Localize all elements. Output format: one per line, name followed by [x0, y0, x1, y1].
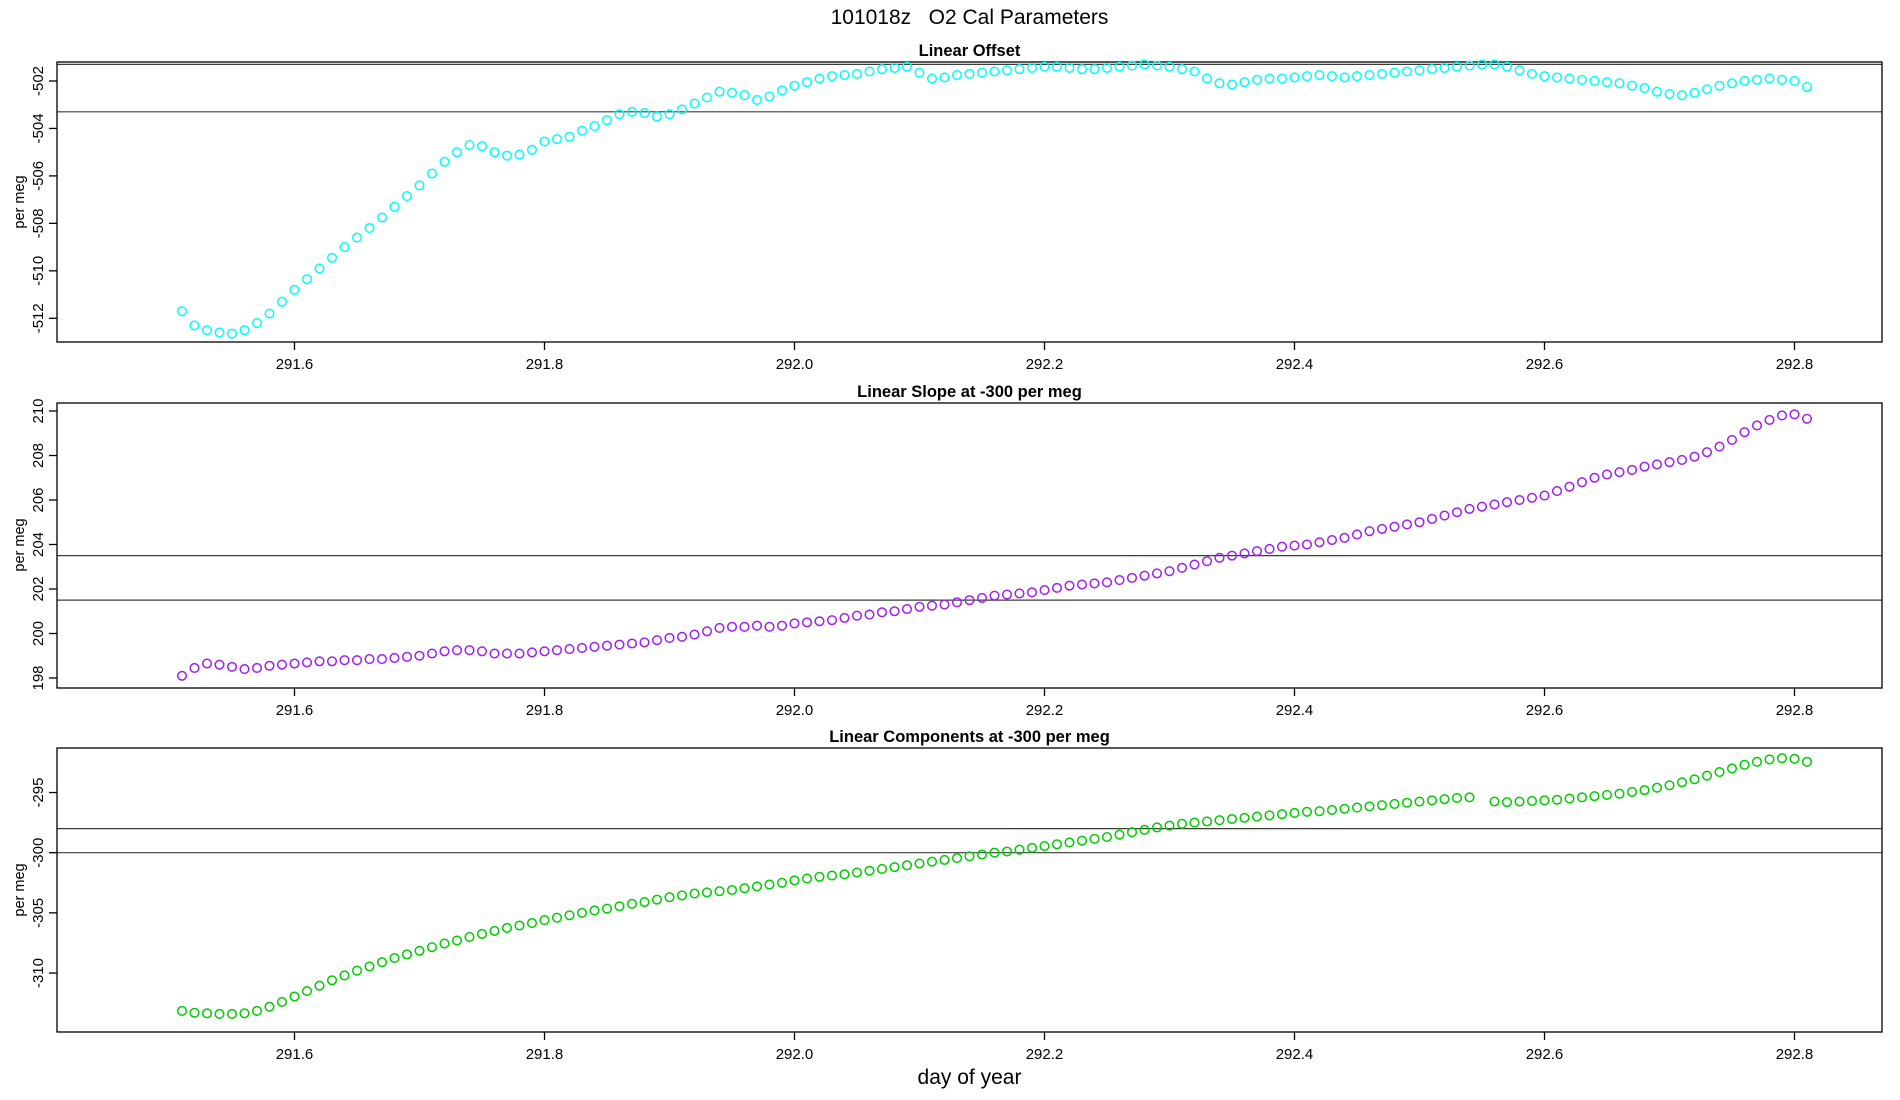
plot-border	[56, 402, 1883, 689]
plot-border	[56, 61, 1883, 343]
main-title: 101018z O2 Cal Parameters	[830, 6, 1109, 29]
svg-text:292.4: 292.4	[1276, 356, 1314, 373]
plot-border	[56, 747, 1883, 1033]
svg-text:291.6: 291.6	[276, 1046, 314, 1063]
panel-1-title: Linear Offset	[918, 42, 1021, 60]
svg-text:-310: -310	[30, 958, 47, 988]
data-points	[176, 59, 1813, 339]
x-axis: 291.6 291.8 292.0 292.2 292.4 292.6 292.8	[276, 342, 1814, 373]
reference-lines	[57, 828, 1882, 854]
panel-2-title: Linear Slope at -300 per meg	[857, 383, 1082, 401]
svg-text:-295: -295	[30, 778, 47, 808]
reference-lines	[57, 555, 1882, 601]
panel-3-title: Linear Components at -300 per meg	[829, 728, 1110, 746]
svg-text:292.0: 292.0	[776, 1046, 814, 1063]
svg-text:-512: -512	[30, 303, 47, 333]
svg-text:-504: -504	[30, 113, 47, 143]
svg-text:202: 202	[30, 576, 47, 601]
x-axis: 291.6 291.8 292.0 292.2 292.4 292.6 292.8	[276, 688, 1814, 719]
y-axis: -295 -300 -305 -310	[30, 778, 57, 988]
data-points	[176, 409, 1813, 681]
x-axis: 291.6 291.8 292.0 292.2 292.4 292.6 292.8	[276, 1032, 1814, 1063]
svg-text:-300: -300	[30, 838, 47, 868]
svg-text:292.6: 292.6	[1526, 1046, 1564, 1063]
panel-2: 210 208 206 204 202 200 198 291.6 291.8 292.0 292.…	[30, 398, 1883, 719]
svg-text:-305: -305	[30, 898, 47, 928]
svg-text:292.6: 292.6	[1526, 702, 1564, 719]
y-axis: -502 -504 -506 -508 -510 -512	[30, 66, 57, 333]
svg-text:292.6: 292.6	[1526, 356, 1564, 373]
x-axis-label: day of year	[917, 1066, 1022, 1089]
svg-text:292.8: 292.8	[1776, 702, 1814, 719]
svg-text:291.6: 291.6	[276, 702, 314, 719]
svg-text:291.6: 291.6	[276, 356, 314, 373]
svg-text:206: 206	[30, 487, 47, 512]
svg-text:291.8: 291.8	[526, 356, 564, 373]
svg-text:198: 198	[30, 665, 47, 690]
svg-text:-508: -508	[30, 208, 47, 238]
svg-text:210: 210	[30, 398, 47, 423]
svg-text:292.8: 292.8	[1776, 356, 1814, 373]
svg-text:292.4: 292.4	[1276, 702, 1314, 719]
svg-text:-506: -506	[30, 161, 47, 191]
svg-text:-510: -510	[30, 256, 47, 286]
data-points	[176, 753, 1813, 1019]
svg-text:200: 200	[30, 621, 47, 646]
svg-text:292.0: 292.0	[776, 356, 814, 373]
svg-text:-502: -502	[30, 66, 47, 96]
svg-text:291.8: 291.8	[526, 1046, 564, 1063]
svg-text:292.4: 292.4	[1276, 1046, 1314, 1063]
reference-lines	[57, 63, 1882, 113]
y-axis: 210 208 206 204 202 200 198	[30, 398, 57, 691]
svg-text:291.8: 291.8	[526, 702, 564, 719]
panel-3: -295 -300 -305 -310 291.6 291.8 292.0 292.2 292.…	[30, 747, 1883, 1063]
svg-text:292.2: 292.2	[1026, 702, 1064, 719]
svg-text:292.8: 292.8	[1776, 1046, 1814, 1063]
svg-text:204: 204	[30, 532, 47, 557]
svg-text:292.2: 292.2	[1026, 1046, 1064, 1063]
svg-text:208: 208	[30, 443, 47, 468]
svg-text:292.2: 292.2	[1026, 356, 1064, 373]
svg-text:292.0: 292.0	[776, 702, 814, 719]
